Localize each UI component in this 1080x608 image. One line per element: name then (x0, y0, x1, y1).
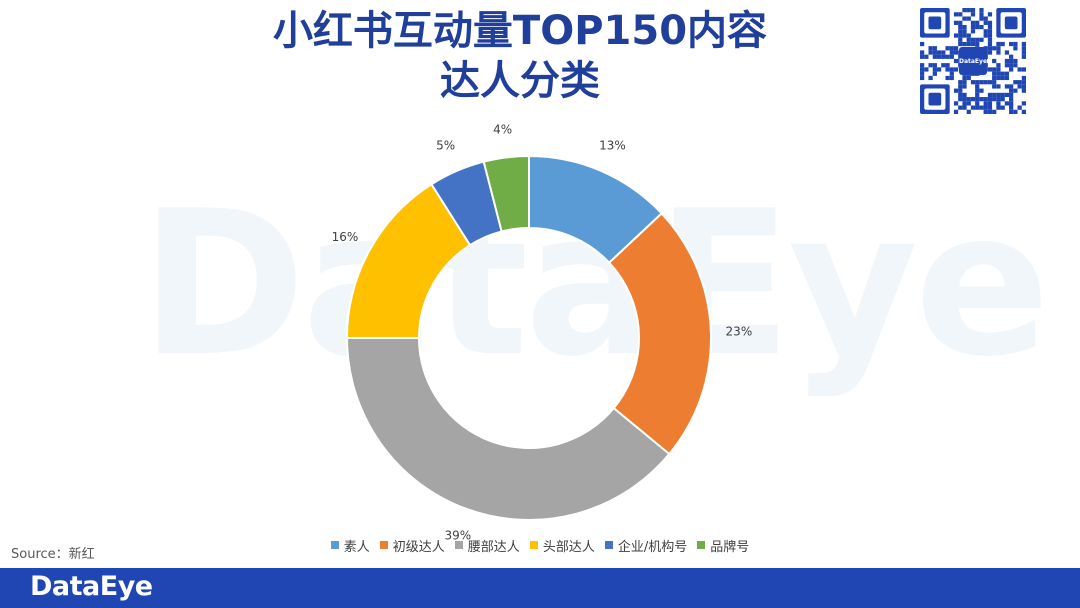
page-title: 小红书互动量TOP150内容 达人分类 (240, 6, 800, 106)
legend-label: 品牌号 (710, 539, 750, 555)
footer-logo: DataEye (30, 571, 153, 602)
legend-item: 企业/机构号 (604, 536, 688, 555)
qr-code: DataEye (920, 8, 1026, 114)
legend-swatch (454, 541, 463, 549)
legend-item: 初级达人 (379, 536, 445, 555)
legend-item: 素人 (330, 536, 370, 555)
data-label: 5% (436, 138, 455, 152)
legend-item: 腰部达人 (454, 536, 520, 555)
legend-swatch (330, 541, 339, 549)
legend-item: 头部达人 (529, 536, 595, 555)
data-label: 16% (332, 230, 359, 244)
legend-label: 头部达人 (542, 539, 595, 555)
legend-item: 品牌号 (697, 536, 749, 555)
source-note: Source：新红 (11, 547, 95, 562)
qr-center-logo: DataEye (959, 47, 987, 75)
data-label: 39% (445, 529, 472, 543)
legend-label: 企业/机构号 (617, 539, 688, 555)
footer-bar: DataEye (0, 568, 1080, 608)
legend-label: 素人 (343, 539, 370, 555)
legend-label: 初级达人 (392, 539, 445, 555)
legend-swatch (529, 541, 538, 549)
donut-slice (607, 211, 712, 456)
data-label: 13% (599, 138, 626, 152)
donut-slice (345, 337, 671, 521)
chart-legend: 素人 初级达人 腰部达人 头部达人 企业/机构号 品牌号 (0, 534, 1080, 556)
legend-swatch (697, 541, 706, 549)
title-line-2: 达人分类 (440, 58, 600, 104)
legend-swatch (379, 541, 388, 549)
donut-slice (482, 154, 530, 233)
legend-label: 腰部达人 (467, 539, 520, 555)
legend-swatch (604, 541, 613, 549)
title-line-1: 小红书互动量TOP150内容 (272, 8, 768, 54)
qr-pattern (920, 8, 1026, 114)
data-label: 4% (493, 123, 512, 137)
data-label: 23% (726, 324, 753, 338)
